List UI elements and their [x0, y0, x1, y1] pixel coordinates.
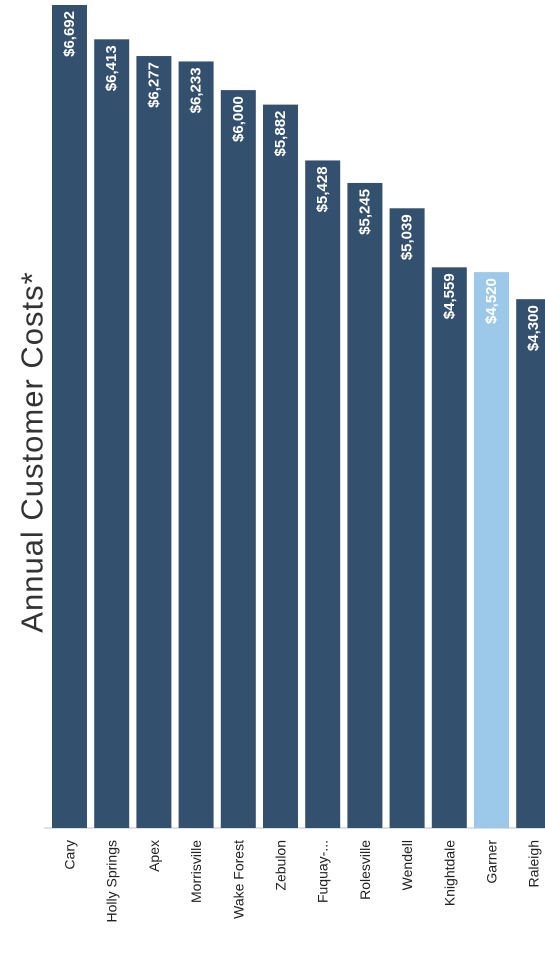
bar-wendell — [389, 208, 425, 828]
category-label: Raleigh — [526, 840, 542, 887]
value-label: $5,245 — [356, 189, 373, 235]
bars-group — [52, 5, 545, 829]
category-label: Fuquay-... — [315, 840, 331, 903]
value-label: $6,692 — [61, 11, 78, 57]
value-label: $4,559 — [441, 273, 458, 319]
category-label: Holly Springs — [104, 840, 120, 922]
bar-zebulon — [263, 104, 298, 828]
category-label: Rolesville — [357, 840, 373, 900]
category-label: Zebulon — [273, 840, 289, 891]
category-label: Wendell — [399, 840, 415, 890]
category-label: Garner — [484, 840, 500, 884]
category-labels-group: Cary Holly Springs Apex Morrisville Wake For… — [62, 840, 542, 923]
bar-knightdale — [431, 267, 467, 828]
bar-fuquay — [305, 160, 341, 829]
bar-apex — [136, 56, 172, 829]
value-label: $5,882 — [272, 111, 289, 157]
value-label: $4,520 — [483, 278, 500, 324]
bar-raleigh — [516, 299, 545, 828]
bar-morrisville — [178, 61, 214, 829]
value-label: $6,233 — [188, 67, 205, 113]
bar-cary — [52, 5, 87, 828]
bar-holly-springs — [94, 39, 130, 829]
value-label: $5,428 — [314, 166, 331, 212]
value-label: $4,300 — [525, 305, 542, 351]
chart-title: Annual Customer Costs* — [15, 271, 50, 632]
value-label: $5,039 — [399, 214, 416, 260]
value-labels-group: $6,692 $6,413 $6,277 $6,233 $6,000 $5,882 $5,4… — [61, 11, 542, 351]
bar-rolesville — [347, 182, 383, 828]
value-label: $6,000 — [230, 96, 247, 142]
bar-garner — [474, 272, 509, 828]
value-label: $6,277 — [145, 62, 162, 108]
value-label: $6,413 — [103, 45, 120, 91]
category-label: Cary — [62, 840, 78, 870]
category-label: Morrisville — [188, 840, 204, 903]
category-label: Apex — [146, 840, 162, 872]
category-label: Knightdale — [441, 840, 457, 906]
category-label: Wake Forest — [230, 840, 246, 919]
bar-wake-forest — [220, 90, 256, 828]
